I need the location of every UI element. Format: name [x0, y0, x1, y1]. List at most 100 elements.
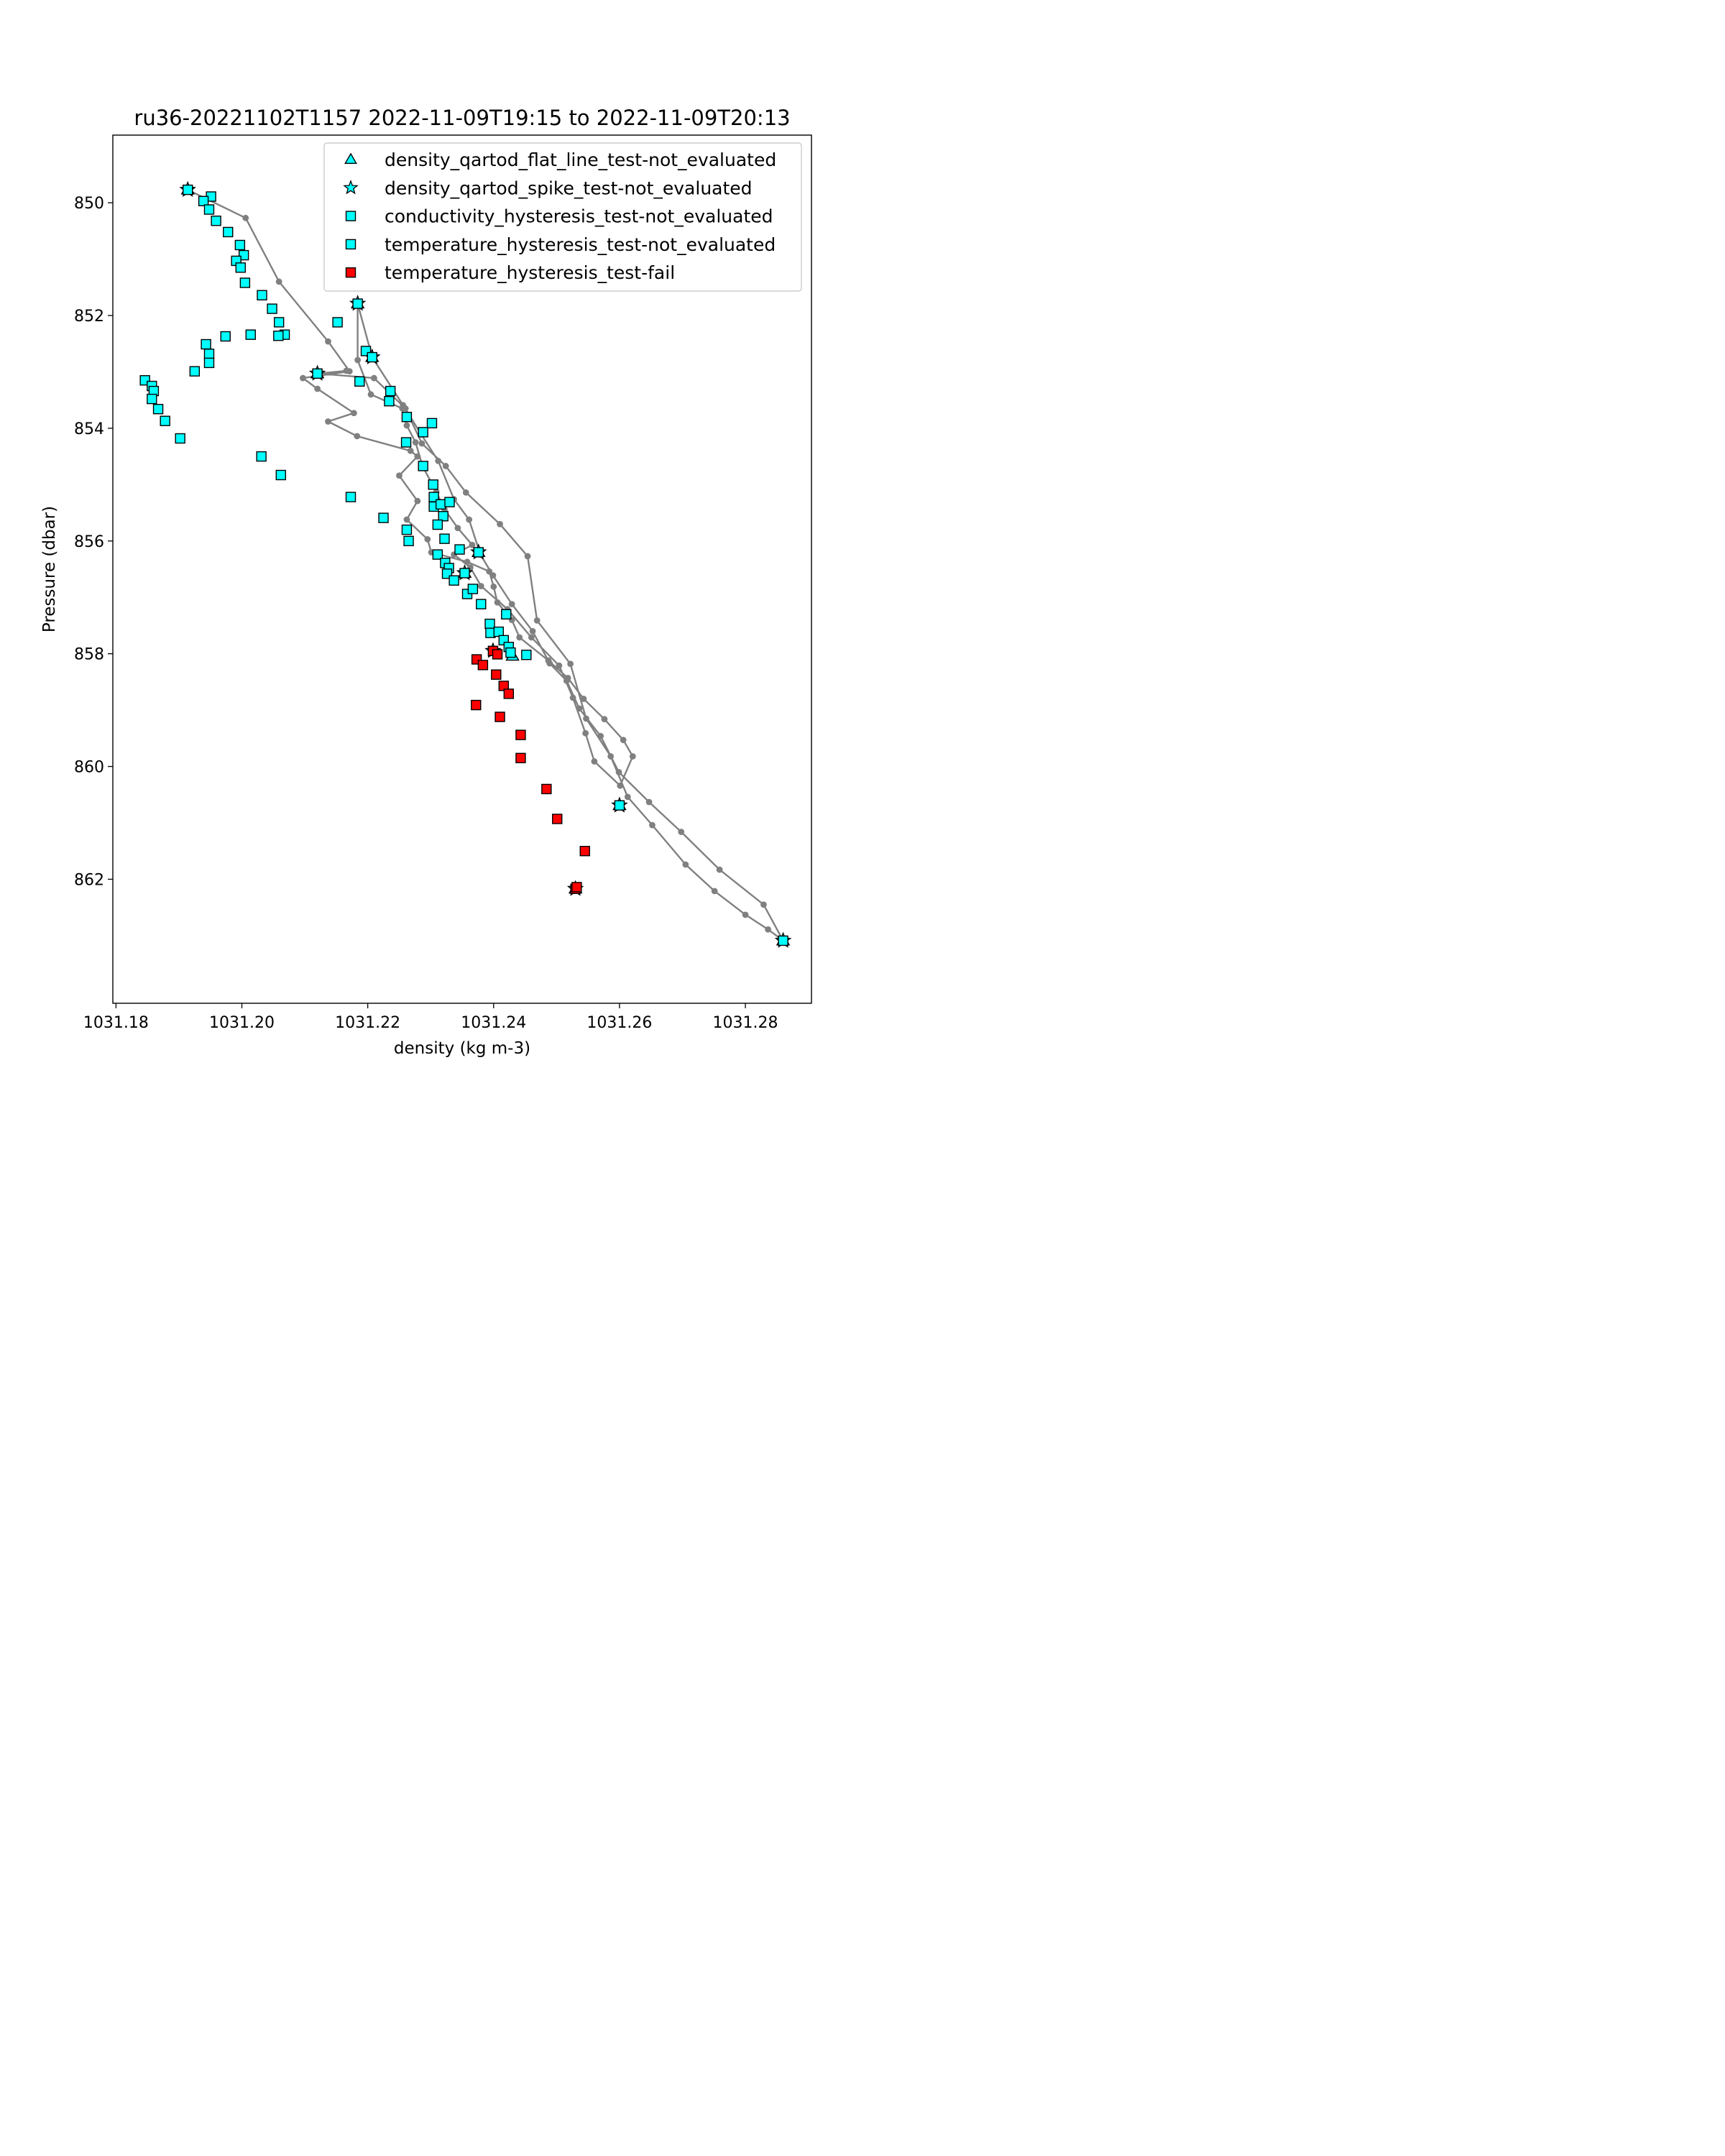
- profile-point: [407, 447, 414, 454]
- profile-point: [454, 525, 461, 532]
- profile-point: [424, 536, 431, 543]
- series-4-point: [477, 660, 489, 671]
- series-2-point: [198, 195, 209, 206]
- x-axis-ticks: 1031.18 1031.20 1031.22 1031.24 1031.26 1031.…: [83, 1003, 778, 1032]
- series-2-point: [203, 204, 215, 215]
- density-pressure-chart: ru36-20221102T1157 2022-11-09T19:15 to 2…: [0, 0, 891, 1114]
- series-2-point: [521, 650, 532, 660]
- legend-label-1: density_qartod_spike_test-not_evaluated: [385, 178, 753, 198]
- profile-point: [367, 391, 374, 398]
- profile-point: [489, 572, 497, 579]
- series-2-point: [444, 497, 455, 507]
- profile-point: [325, 418, 331, 425]
- profile-point: [466, 516, 473, 523]
- profile-point: [314, 385, 321, 392]
- series-2-point: [403, 535, 414, 546]
- series-2-point: [418, 427, 428, 438]
- series-2-point: [432, 549, 443, 560]
- profile-point: [765, 926, 771, 933]
- series-2-point: [459, 568, 470, 579]
- profile-point: [350, 410, 357, 417]
- profile-point: [576, 705, 583, 712]
- series-2-point: [223, 226, 234, 238]
- series-2-point: [378, 512, 389, 523]
- profile-point: [569, 694, 576, 701]
- series-2-point: [428, 479, 438, 490]
- series-2-point: [438, 511, 448, 522]
- series-2: [139, 184, 532, 660]
- legend-marker-2: [345, 211, 356, 221]
- series-2-point: [312, 368, 323, 379]
- series-2-point: [257, 290, 267, 300]
- profile-point: [464, 558, 471, 566]
- x-tick-label: 1031.20: [209, 1014, 275, 1032]
- legend-label-0: density_qartod_flat_line_test-not_evalua…: [385, 149, 776, 170]
- series-2-point: [439, 533, 450, 544]
- series-2-point: [256, 451, 267, 462]
- series-2-point: [147, 393, 157, 405]
- chart-title: ru36-20221102T1157 2022-11-09T19:15 to 2…: [134, 106, 790, 130]
- series-2-point: [238, 249, 249, 261]
- legend: density_qartod_flat_line_test-not_evalua…: [323, 142, 802, 292]
- profile-point: [462, 489, 469, 496]
- profile-point: [343, 367, 350, 374]
- profile-point: [597, 732, 604, 740]
- profile-point: [617, 782, 624, 789]
- series-4-point: [503, 688, 514, 699]
- series-2-point: [367, 351, 377, 363]
- profile-point: [760, 901, 767, 908]
- profile-point: [716, 866, 723, 873]
- profile-point: [580, 696, 587, 702]
- x-tick-label: 1031.18: [83, 1014, 149, 1032]
- legend-label-4: temperature_hysteresis_test-fail: [385, 262, 675, 283]
- profile-point: [494, 599, 501, 606]
- series-2-point: [384, 396, 395, 407]
- profile-point: [524, 553, 531, 560]
- legend-marker-1: [343, 180, 359, 195]
- profile-point: [607, 753, 615, 760]
- series-2-point: [183, 184, 193, 195]
- profile-point: [516, 634, 523, 641]
- legend-label-2: conductivity_hysteresis_test-not_evaluat…: [385, 206, 773, 227]
- profile-point: [508, 601, 515, 608]
- series-2-point: [275, 469, 287, 481]
- x-tick-label: 1031.28: [713, 1014, 778, 1032]
- legend-marker-4: [345, 267, 356, 278]
- profile-point: [615, 768, 622, 775]
- series-3-point: [778, 935, 788, 946]
- profile-point: [601, 716, 608, 723]
- profile-point: [678, 829, 685, 835]
- series-2-point: [454, 544, 465, 555]
- profile-point: [469, 541, 476, 548]
- x-tick-label: 1031.22: [335, 1014, 400, 1032]
- profile-point: [486, 568, 493, 575]
- series-4-point: [579, 846, 590, 857]
- profile-point: [556, 662, 563, 669]
- profile-point: [242, 214, 249, 221]
- series-2-point: [385, 385, 396, 397]
- series-2-point: [234, 239, 246, 251]
- series-4-point: [552, 814, 563, 824]
- series-2-point: [175, 433, 185, 444]
- profile-point: [442, 463, 449, 469]
- series-2-point: [201, 338, 211, 350]
- profile-point: [354, 356, 362, 364]
- profile-point: [275, 278, 282, 285]
- profile-point: [418, 440, 426, 447]
- series-4-point: [492, 649, 503, 660]
- y-tick-label: 860: [74, 759, 104, 777]
- profile-point: [528, 634, 535, 641]
- series-2-point: [345, 492, 356, 502]
- y-tick-label: 850: [74, 195, 104, 213]
- x-axis-label: density (kg m-3): [394, 1039, 530, 1058]
- series-2-point: [220, 331, 231, 342]
- x-tick-label: 1031.24: [461, 1014, 526, 1032]
- y-tick-label: 858: [74, 646, 104, 664]
- series-2-point: [267, 303, 277, 314]
- y-tick-label: 856: [74, 533, 104, 551]
- series-2-point: [203, 349, 215, 359]
- profile-point: [371, 374, 377, 382]
- profile-point: [412, 439, 419, 446]
- profile-point: [414, 453, 421, 460]
- series-2-point: [501, 609, 512, 619]
